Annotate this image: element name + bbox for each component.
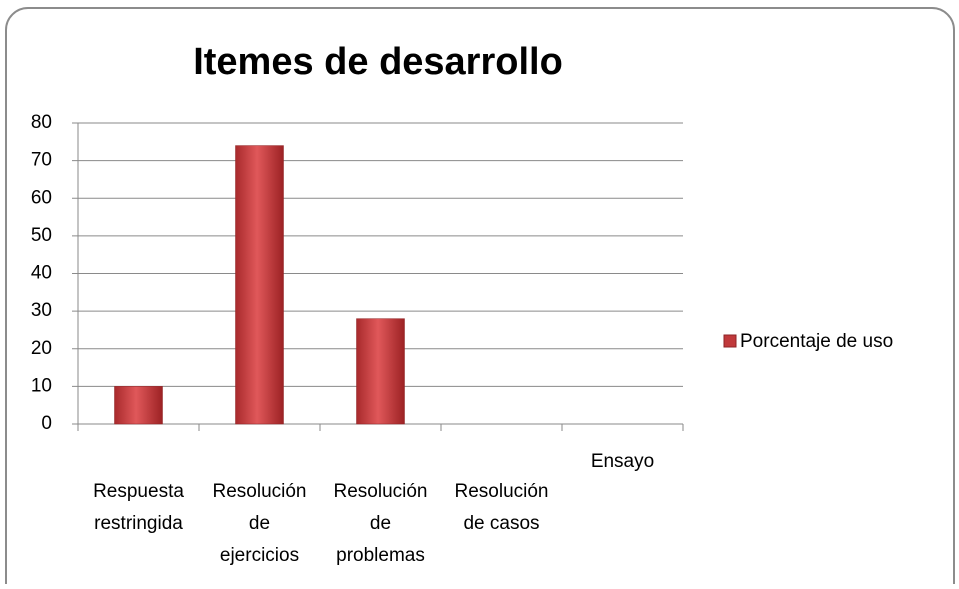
x-tick-label: Ensayo xyxy=(591,451,654,472)
bar xyxy=(235,145,284,425)
x-tick-label-line: restringida xyxy=(94,513,183,534)
x-tick-label: Respuesta restringida xyxy=(93,481,184,534)
x-tick-label: Resolución de ejercicios xyxy=(213,481,307,566)
x-tick-label-line: Resolución xyxy=(213,481,307,502)
x-tick-label-line: Resolución xyxy=(334,481,428,502)
y-tick-label: 0 xyxy=(41,413,52,434)
x-tick-label-line: de xyxy=(249,513,270,534)
y-tick-label: 10 xyxy=(31,375,52,396)
y-tick-label: 20 xyxy=(31,338,52,359)
x-tick-label: Resolución de casos xyxy=(455,481,549,534)
legend-label: Porcentaje de uso xyxy=(740,331,893,352)
y-tick-label: 30 xyxy=(31,300,52,321)
bar xyxy=(114,386,163,425)
y-tick-label: 70 xyxy=(31,150,52,171)
x-tick-label-line: Resolución xyxy=(455,481,549,502)
legend-swatch xyxy=(723,334,737,348)
y-tick-label: 40 xyxy=(31,263,52,284)
chart-title: Itemes de desarrollo xyxy=(193,41,563,83)
y-tick-label: 80 xyxy=(31,112,52,133)
bar xyxy=(356,318,405,425)
x-tick-label-line: de casos xyxy=(463,513,539,534)
x-tick-label-line: de xyxy=(370,513,391,534)
x-tick-label-line: Respuesta xyxy=(93,481,184,502)
y-tick-label: 60 xyxy=(31,187,52,208)
x-tick-label-line: ejercicios xyxy=(220,545,299,566)
y-tick-label: 50 xyxy=(31,225,52,246)
x-tick-label-line: Ensayo xyxy=(591,451,654,472)
x-tick-label-line: problemas xyxy=(336,545,425,566)
x-tick-label: Resolución de problemas xyxy=(334,481,428,566)
